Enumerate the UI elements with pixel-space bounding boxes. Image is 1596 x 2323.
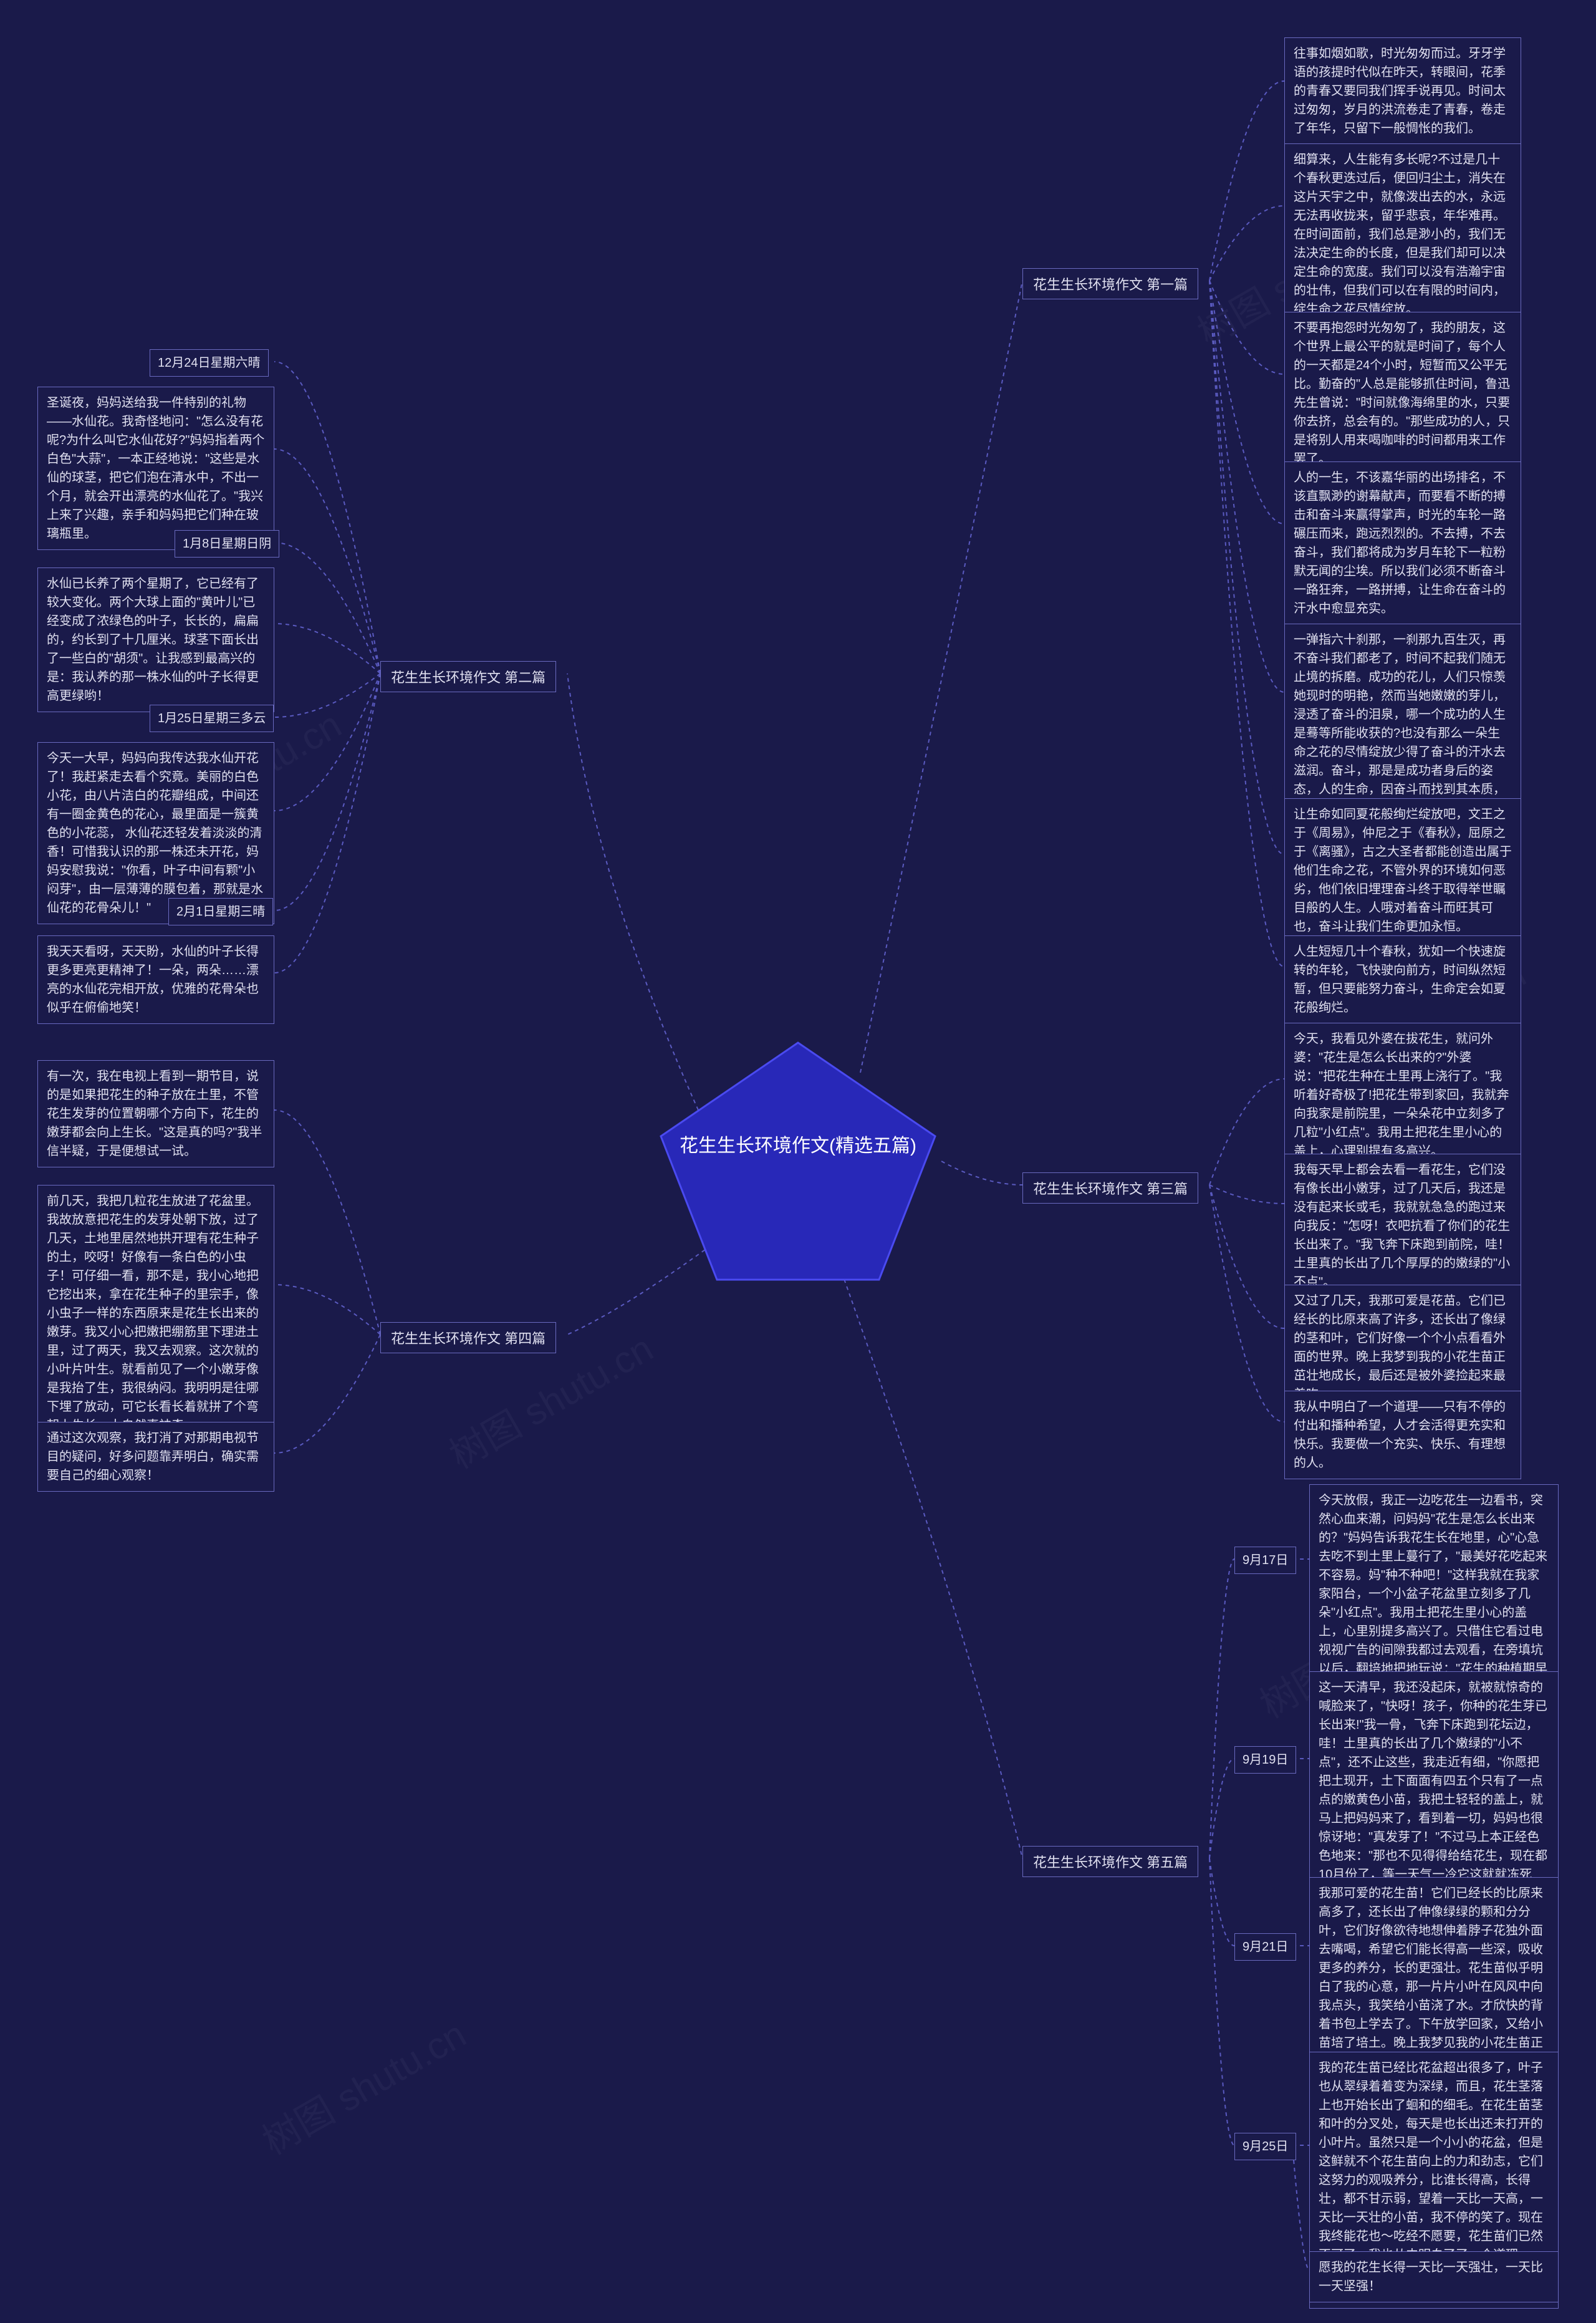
section-label: 花生生长环境作文 第二篇 (380, 661, 556, 692)
content-node: 不要再抱怨时光匆匆了，我的朋友，这个世界上最公平的就是时间了，每个人的一天都是2… (1284, 312, 1521, 475)
watermark: 树图 shutu.cn (251, 2005, 474, 2165)
content-node: 往事如烟如歌，时光匆匆而过。牙牙学语的孩提时代似在昨天，转眼间，花季的青春又要同… (1284, 37, 1521, 145)
date-node: 12月24日星期六晴 (150, 349, 269, 377)
content-node: 人的一生，不该嘉华丽的出场排名，不该直飘渺的谢幕献声，而要看不断的搏击和奋斗来赢… (1284, 461, 1521, 625)
content-node: 一弹指六十刹那，一刹那九百生灭，再不奋斗我们都老了，时间不起我们随无止境的拆磨。… (1284, 624, 1521, 824)
section-label: 花生生长环境作文 第三篇 (1022, 1172, 1198, 1204)
content-node: 让生命如同夏花般绚烂绽放吧，文王之于《周易》，仲尼之于《春秋》，屈原之于《离骚》… (1284, 798, 1521, 943)
content-node: 今天，我看见外婆在拔花生，就问外婆："花生是怎么长出来的?"外婆说："把花生种在… (1284, 1023, 1521, 1167)
content-node: 圣诞夜，妈妈送给我一件特别的礼物——水仙花。我奇怪地问："怎么没有花呢?为什么叫… (37, 387, 274, 550)
date-node: 9月21日 (1234, 1933, 1296, 1961)
content-node: 水仙已长养了两个星期了，它已经有了较大变化。两个大球上面的"黄叶儿"已经变成了浓… (37, 567, 274, 712)
content-node: 我从中明白了一个道理——只有不停的付出和播种希望，人才会活得更充实和快乐。我要做… (1284, 1391, 1521, 1479)
content-node: 有一次，我在电视上看到一期节目，说的是如果把花生的种子放在土里，不管花生发芽的位… (37, 1060, 274, 1167)
content-node: 今天一大早，妈妈向我传达我水仙开花了！我赶紧走去看个究竟。美丽的白色小花，由八片… (37, 742, 274, 924)
section-label: 花生生长环境作文 第四篇 (380, 1322, 556, 1353)
content-node: 我每天早上都会去看一看花生，它们没有像长出小嫩芽，过了几天后，我还是没有起来长或… (1284, 1154, 1521, 1298)
content-node: 我天天看呀，天天盼，水仙的叶子长得更多更亮更精神了！一朵，两朵……漂亮的水仙花完… (37, 935, 274, 1024)
date-node: 1月8日星期日阴 (175, 530, 279, 558)
content-node: 我那可爱的花生苗！它们已经长的比原来高多了，还长出了伸像绿绿的颗和分分叶，它们好… (1309, 1877, 1559, 2078)
date-node: 1月25日星期三多云 (150, 705, 274, 732)
section-label: 花生生长环境作文 第五篇 (1022, 1846, 1198, 1877)
center-title: 花生生长环境作文(精选五篇) (655, 1130, 941, 1157)
section-label: 花生生长环境作文 第一篇 (1022, 268, 1198, 299)
content-node: 愿我的花生长得一天比一天强壮，一天比一天坚强！ (1309, 2251, 1559, 2302)
date-node: 9月19日 (1234, 1746, 1296, 1774)
date-node: 9月25日 (1234, 2133, 1296, 2160)
content-node: 细算来，人生能有多长呢?不过是几十个春秋更迭过后，便回归尘土，消失在这片天宇之中… (1284, 143, 1521, 326)
date-node: 9月17日 (1234, 1547, 1296, 1574)
date-node: 2月1日星期三晴 (168, 898, 273, 925)
content-node: 通过这次观察，我打消了对那期电视节目的疑问，好多问题靠弄明白，确实需要自己的细心… (37, 1422, 274, 1492)
content-node: 人生短短几十个春秋，犹如一个快速旋转的年轮，飞快驶向前方，时间纵然短暂，但只要能… (1284, 935, 1521, 1024)
content-node: 前几天，我把几粒花生放进了花盆里。我故放意把花生的发芽处朝下放，过了几天，土地里… (37, 1185, 274, 1442)
center-node: 花生生长环境作文(精选五篇) (655, 1036, 941, 1286)
